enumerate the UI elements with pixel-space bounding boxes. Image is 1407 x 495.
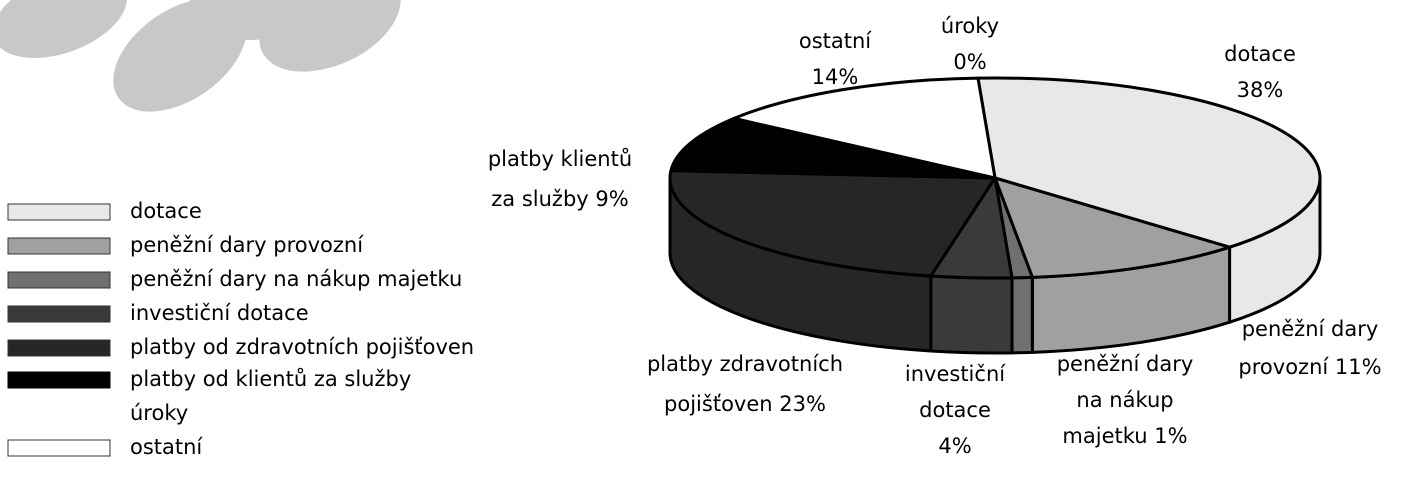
legend-label: dotace: [130, 199, 202, 223]
data-label: peněžní dary: [1242, 317, 1379, 341]
pie-slice: [669, 116, 997, 180]
data-label: dotace: [919, 398, 991, 422]
data-label: platby zdravotních: [647, 352, 843, 376]
legend-label: platby od klientů za služby: [130, 367, 411, 391]
data-label: 14%: [812, 65, 859, 89]
data-label: úroky: [941, 14, 999, 38]
pie-side: [929, 274, 1014, 355]
legend-swatch: [7, 203, 111, 221]
data-label: pojišťoven 23%: [664, 392, 826, 416]
data-label: investiční: [905, 362, 1006, 386]
data-label: peněžní dary: [1057, 352, 1194, 376]
data-label: 0%: [953, 50, 986, 74]
legend-label: investiční dotace: [130, 301, 309, 325]
legend-label: ostatní: [130, 435, 203, 459]
legend-swatch: [7, 237, 111, 255]
pie-slice: [732, 76, 997, 180]
data-label: na nákup: [1076, 388, 1173, 412]
pie-slice: [993, 176, 1232, 279]
legend-swatch: [7, 305, 111, 323]
data-label: ostatní: [799, 29, 872, 53]
legend-swatch: [7, 339, 111, 357]
legend-label: úroky: [130, 401, 188, 425]
data-label: 38%: [1237, 78, 1284, 102]
data-label: za služby 9%: [491, 187, 628, 211]
legend-label: peněžní dary na nákup majetku: [130, 267, 462, 291]
data-label: majetku 1%: [1062, 424, 1187, 448]
decoration: [0, 0, 401, 112]
legend-swatch: [7, 271, 111, 289]
legend-swatch: [7, 371, 111, 389]
pie-side: [1010, 275, 1034, 355]
legend-label: peněžní dary provozní: [130, 233, 364, 257]
pie-slice: [668, 169, 997, 278]
data-label: platby klientů: [488, 147, 632, 171]
data-label: 4%: [938, 434, 971, 458]
legend-label: platby od zdravotních pojišťoven: [130, 335, 474, 359]
pie-slice: [976, 76, 1322, 249]
data-label: provozní 11%: [1238, 355, 1381, 379]
data-label: dotace: [1224, 42, 1296, 66]
legend-swatch: [7, 439, 111, 457]
